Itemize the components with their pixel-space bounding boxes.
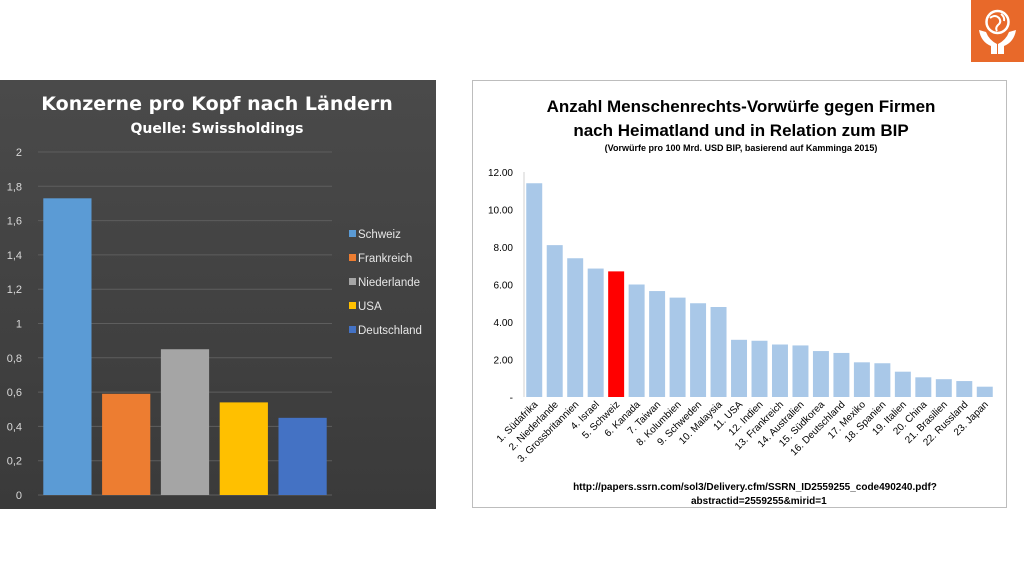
bar — [894, 371, 911, 397]
bar — [710, 307, 727, 397]
bar — [219, 402, 268, 495]
y-tick-label: 6.00 — [494, 281, 514, 292]
y-tick-label: 1,6 — [7, 216, 22, 228]
legend-label: Frankreich — [358, 253, 412, 265]
bar — [853, 362, 870, 397]
y-tick-label: 2 — [16, 147, 22, 159]
bar — [690, 303, 707, 397]
legend-swatch — [349, 302, 356, 309]
left-chart: Konzerne pro Kopf nach Ländern Quelle: S… — [7, 93, 422, 502]
bar — [956, 381, 973, 397]
chart-title-line2: nach Heimatland und in Relation zum BIP — [573, 121, 908, 140]
chart-title: Konzerne pro Kopf nach Ländern — [41, 93, 392, 115]
bar — [649, 291, 666, 397]
bar — [833, 352, 850, 397]
bar — [546, 245, 563, 397]
bar — [102, 393, 151, 495]
y-tick-label: 8.00 — [494, 243, 514, 254]
bar — [526, 183, 543, 397]
y-tick-label: 1,2 — [7, 284, 22, 296]
y-tick-label: 1,8 — [7, 181, 22, 193]
y-tick-label: 0 — [16, 490, 22, 502]
right-chart: Anzahl Menschenrechts-Vorwürfe gegen Fir… — [488, 97, 993, 507]
y-tick-label: - — [510, 393, 513, 404]
bar — [43, 198, 92, 495]
legend-label: Schweiz — [358, 229, 401, 241]
source-line-2: abstractid=2559255&mirid=1 — [691, 496, 827, 507]
bar — [731, 339, 748, 397]
y-tick-label: 0,4 — [7, 421, 22, 433]
y-tick-label: 1 — [16, 319, 22, 331]
y-tick-label: 10.00 — [488, 206, 513, 217]
chart-title: Anzahl Menschenrechts-Vorwürfe gegen Fir… — [547, 97, 936, 116]
y-tick-label: 0,8 — [7, 353, 22, 365]
bar — [587, 268, 604, 397]
legend-swatch — [349, 254, 356, 261]
source-line-1: http://papers.ssrn.com/sol3/Delivery.cfm… — [573, 482, 937, 493]
bar — [628, 284, 645, 397]
y-tick-label: 12.00 — [488, 168, 513, 179]
bar — [567, 258, 584, 397]
y-tick-label: 0,2 — [7, 456, 22, 468]
bar — [812, 351, 829, 397]
bar — [976, 386, 993, 397]
right-chart-panel: Anzahl Menschenrechts-Vorwürfe gegen Fir… — [472, 80, 1007, 508]
chart-subtitle: Quelle: Swissholdings — [131, 121, 304, 137]
legend-label: Niederlande — [358, 277, 420, 289]
legend-swatch — [349, 278, 356, 285]
bar — [792, 345, 809, 397]
globe-in-hands-icon — [979, 9, 1016, 54]
bar — [160, 349, 210, 495]
bar — [874, 363, 891, 397]
y-tick-label: 1,4 — [7, 250, 22, 262]
legend-swatch — [349, 326, 356, 333]
chart-subtitle: (Vorwürfe pro 100 Mrd. USD BIP, basieren… — [605, 143, 878, 153]
y-tick-label: 2.00 — [494, 356, 514, 367]
y-tick-label: 0,6 — [7, 387, 22, 399]
bar — [669, 297, 686, 397]
bar — [935, 379, 952, 397]
y-tick-label: 4.00 — [494, 318, 514, 329]
bar — [278, 417, 327, 495]
legend-swatch — [349, 230, 356, 237]
bar — [608, 271, 625, 397]
logo — [971, 0, 1024, 62]
left-chart-panel: Konzerne pro Kopf nach Ländern Quelle: S… — [0, 80, 436, 509]
legend-label: Deutschland — [358, 325, 422, 337]
bar — [751, 340, 768, 397]
bar — [771, 344, 788, 397]
legend-label: USA — [358, 301, 382, 313]
bar — [915, 377, 932, 397]
